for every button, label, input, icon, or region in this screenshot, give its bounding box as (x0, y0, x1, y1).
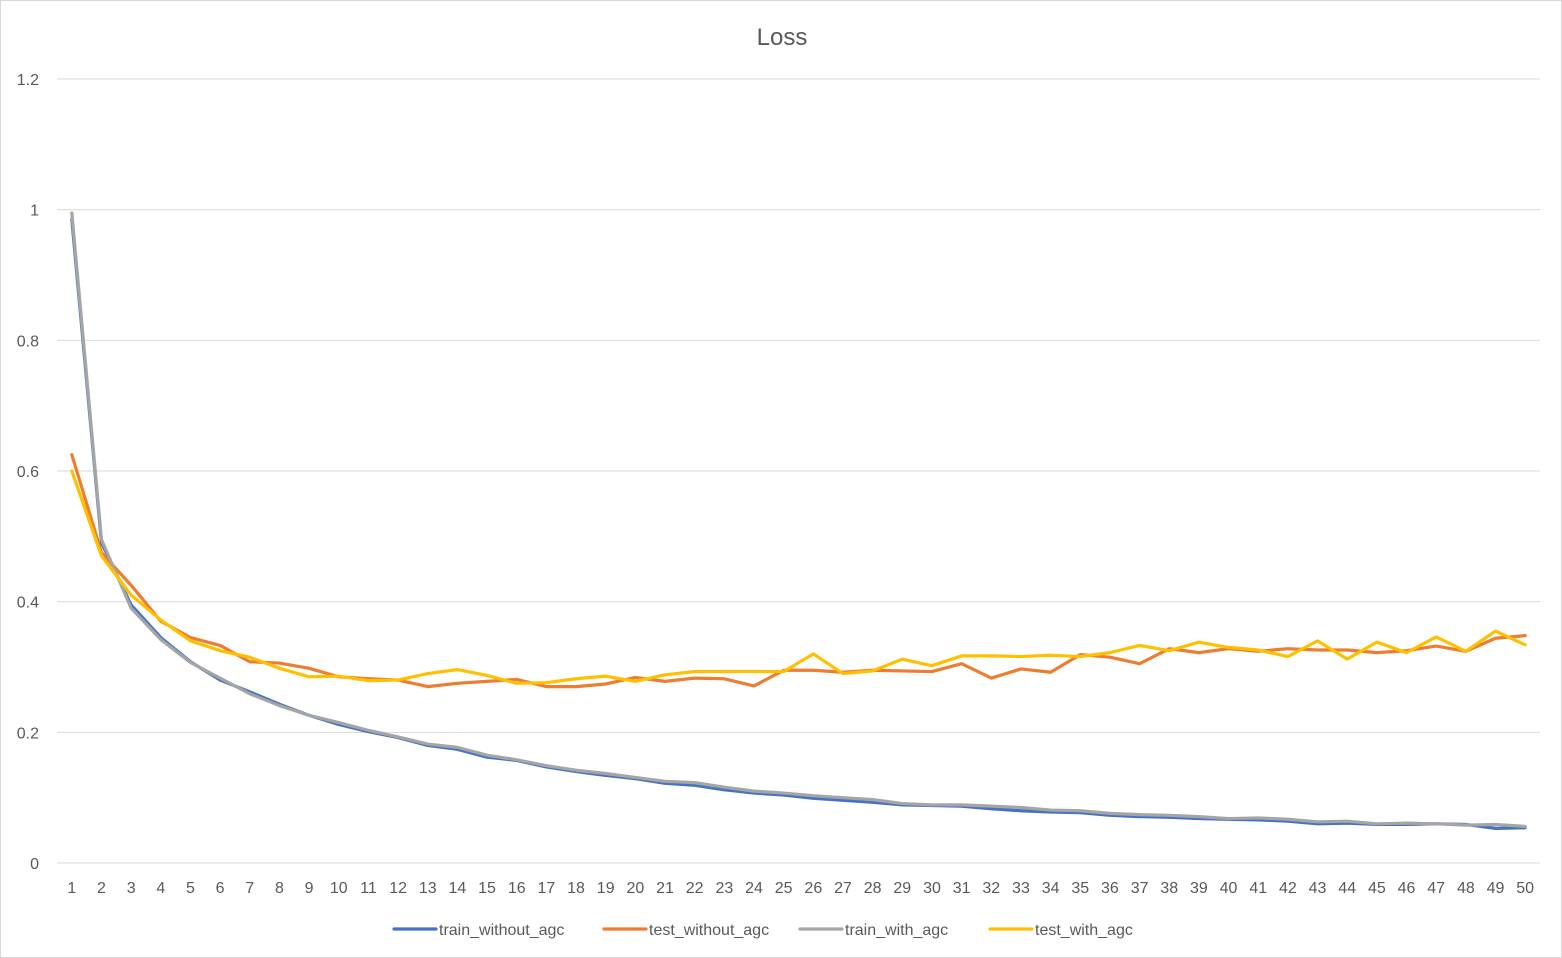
x-tick-label: 38 (1160, 880, 1178, 897)
x-tick-label: 22 (686, 880, 704, 897)
x-tick-label: 24 (745, 880, 763, 897)
series-line-test-without-agc (70, 453, 1527, 689)
x-tick-label: 12 (389, 880, 407, 897)
x-tick-label: 48 (1457, 880, 1475, 897)
x-tick-label: 7 (245, 880, 254, 897)
x-tick-label: 33 (1012, 880, 1030, 897)
x-tick-label: 25 (775, 880, 793, 897)
x-tick-label: 3 (127, 880, 136, 897)
x-tick-label: 4 (156, 880, 165, 897)
legend-item-test-without-agc: test_without_agc (602, 922, 769, 939)
x-tick-label: 34 (1042, 880, 1060, 897)
x-tick-label: 15 (478, 880, 496, 897)
legend-label: train_without_agc (439, 922, 564, 939)
x-tick-label: 17 (537, 880, 555, 897)
x-tick-label: 43 (1309, 880, 1327, 897)
x-tick-label: 5 (186, 880, 195, 897)
x-tick-label: 20 (626, 880, 644, 897)
grid-layer (57, 78, 1540, 864)
x-tick-label: 1 (67, 880, 76, 897)
x-tick-label: 31 (953, 880, 971, 897)
x-tick-label: 23 (715, 880, 733, 897)
legend-item-train-without-agc: train_without_agc (392, 922, 564, 939)
legend-item-test-with-agc: test_with_agc (988, 922, 1133, 939)
legend-label: test_without_agc (649, 922, 769, 939)
x-tick-label: 49 (1487, 880, 1505, 897)
legend-label: train_with_agc (845, 922, 948, 939)
y-tick-label: 0.4 (17, 595, 39, 612)
x-tick-label: 35 (1071, 880, 1089, 897)
x-tick-label: 6 (216, 880, 225, 897)
x-tick-label: 13 (419, 880, 437, 897)
x-tick-label: 45 (1368, 880, 1386, 897)
series-line-test-with-agc (70, 469, 1527, 685)
x-tick-label: 8 (275, 880, 284, 897)
x-tick-label: 10 (330, 880, 348, 897)
x-tick-label: 40 (1220, 880, 1238, 897)
x-tick-label: 30 (923, 880, 941, 897)
x-tick-label: 44 (1338, 880, 1356, 897)
x-tick-label: 42 (1279, 880, 1297, 897)
y-tick-label: 0 (30, 856, 39, 873)
x-tick-label: 36 (1101, 880, 1119, 897)
x-tick-label: 11 (360, 880, 377, 897)
series-line-train-with-agc (70, 211, 1527, 829)
x-tick-label: 32 (982, 880, 1000, 897)
y-tick-label: 0.6 (17, 464, 39, 481)
x-tick-label: 41 (1249, 880, 1267, 897)
x-tick-label: 19 (597, 880, 615, 897)
y-tick-label: 1.2 (17, 72, 39, 89)
legend-label: test_with_agc (1035, 922, 1133, 939)
x-tick-label: 29 (893, 880, 911, 897)
x-tick-label: 28 (864, 880, 882, 897)
x-tick-label: 39 (1190, 880, 1208, 897)
y-tick-label: 0.8 (17, 333, 39, 350)
series-line-train-without-agc (70, 217, 1527, 830)
x-tick-label: 46 (1398, 880, 1416, 897)
y-tick-label: 0.2 (17, 725, 39, 742)
y-tick-label: 1 (30, 203, 39, 220)
x-tick-label: 16 (508, 880, 526, 897)
x-tick-label: 50 (1516, 880, 1534, 897)
x-tick-label: 27 (834, 880, 852, 897)
x-tick-label: 9 (305, 880, 314, 897)
x-tick-label: 2 (97, 880, 106, 897)
series-layer (70, 211, 1527, 830)
chart-title: Loss (757, 24, 808, 51)
x-tick-label: 21 (656, 880, 674, 897)
x-tick-label: 47 (1427, 880, 1445, 897)
x-tick-label: 26 (804, 880, 822, 897)
x-tick-label: 37 (1131, 880, 1149, 897)
legend-item-train-with-agc: train_with_agc (798, 922, 948, 939)
legend: train_without_agc test_without_agc train_w… (392, 922, 1133, 939)
y-axis-ticks: 0 0.2 0.4 0.6 0.8 1 1.2 (17, 72, 39, 873)
x-tick-label: 18 (567, 880, 585, 897)
x-axis-ticks: 1 2 3 4 5 6 7 8 9 10 11 12 13 14 15 16 17 18 19 20 21 22 23 24 2… (67, 880, 1534, 897)
x-tick-label: 14 (449, 880, 467, 897)
